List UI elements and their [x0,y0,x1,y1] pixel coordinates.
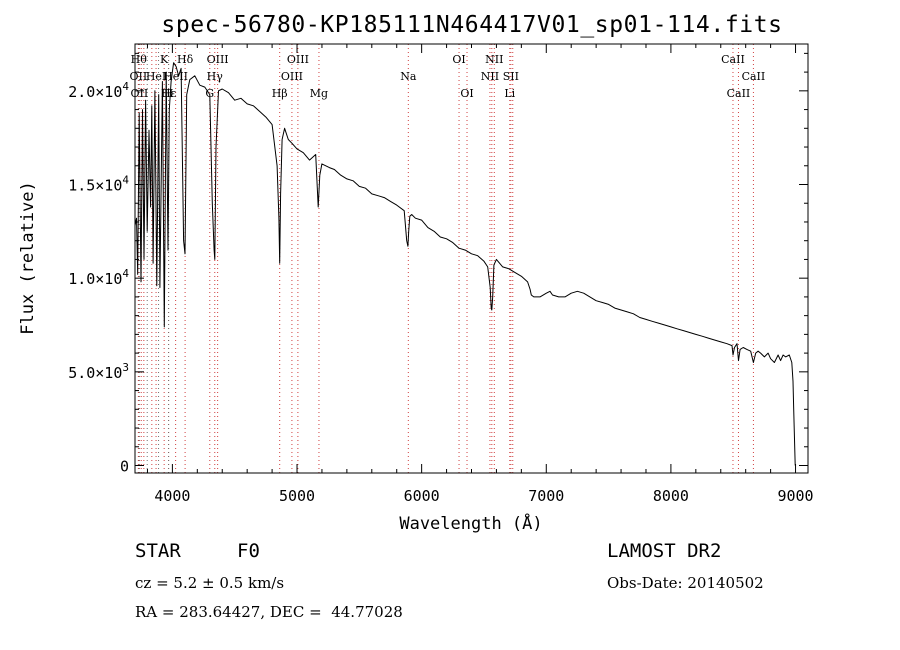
line-marker-label: HeII [163,70,188,83]
chart-title: spec-56780-KP185111N464417V01_sp01-114.f… [161,12,782,38]
line-marker-label: CaII [727,87,751,100]
line-marker-label: Hθ [131,53,148,66]
line-marker-label: G [205,87,214,100]
line-marker-label: OI [460,87,473,100]
y-axis-label: Flux (relative) [18,181,38,335]
line-marker-label: OIII [287,53,309,66]
line-marker-label: Na [400,70,417,83]
spectrum-line [134,62,796,466]
y-tick-label: 2.0×104 [68,80,129,101]
line-marker-label: Hβ [272,87,288,100]
line-marker-label: CaII [742,70,766,83]
x-tick-label: 8000 [653,487,689,505]
x-axis-ticks: 4000 5000 6000 7000 8000 9000 [146,44,814,505]
line-marker-label: K [160,53,169,66]
x-tick-label: 6000 [404,487,440,505]
line-marker-label: HeI [146,70,166,83]
y-axis-ticks: 0 5.0×103 1.0×104 1.5×104 2.0×104 [68,52,808,476]
line-marker-label: OII [131,87,149,100]
line-marker-label: CaII [721,53,745,66]
line-marker-label: NII [485,53,503,66]
line-marker-label: OIII [281,70,303,83]
line-marker-label: H [164,87,174,100]
x-axis-label: Wavelength (Å) [399,512,542,534]
y-tick-label: 1.0×104 [68,267,129,288]
object-subclass: F0 [237,540,260,562]
line-marker-label: Li [504,87,515,100]
line-marker-label: Hγ [207,70,224,83]
plot-frame [134,43,809,474]
line-marker-labels: HθOIIOIIHeIKHHεHeIIHδGHγOIIIHβOIIIOIIIMg… [130,53,766,100]
line-marker-label: Hδ [177,53,194,66]
y-tick-label: 1.5×104 [68,174,129,195]
line-marker-label: NII [481,70,499,83]
line-marker-label: OIII [207,53,229,66]
line-marker-label: OII [130,70,148,83]
y-tick-label: 0 [120,458,129,476]
x-tick-label: 4000 [154,487,190,505]
x-tick-label: 7000 [528,487,564,505]
y-tick-label: 5.0×103 [68,361,129,382]
line-marker-label: Mg [310,87,328,100]
redshift-text: cz = 5.2 ± 0.5 km/s [135,574,285,592]
spectrum-chart: spec-56780-KP185111N464417V01_sp01-114.f… [18,12,814,534]
x-tick-label: 9000 [777,487,813,505]
data-release: LAMOST DR2 [607,540,722,562]
line-markers [137,44,754,473]
coordinates-text: RA = 283.64427, DEC = 44.77028 [135,603,403,621]
line-marker-label: Hε [161,87,177,100]
line-marker-label: OI [452,53,465,66]
object-class: STAR [135,540,181,562]
observation-date: Obs-Date: 20140502 [607,574,764,592]
x-tick-label: 5000 [279,487,315,505]
line-marker-label: SII [503,70,519,83]
